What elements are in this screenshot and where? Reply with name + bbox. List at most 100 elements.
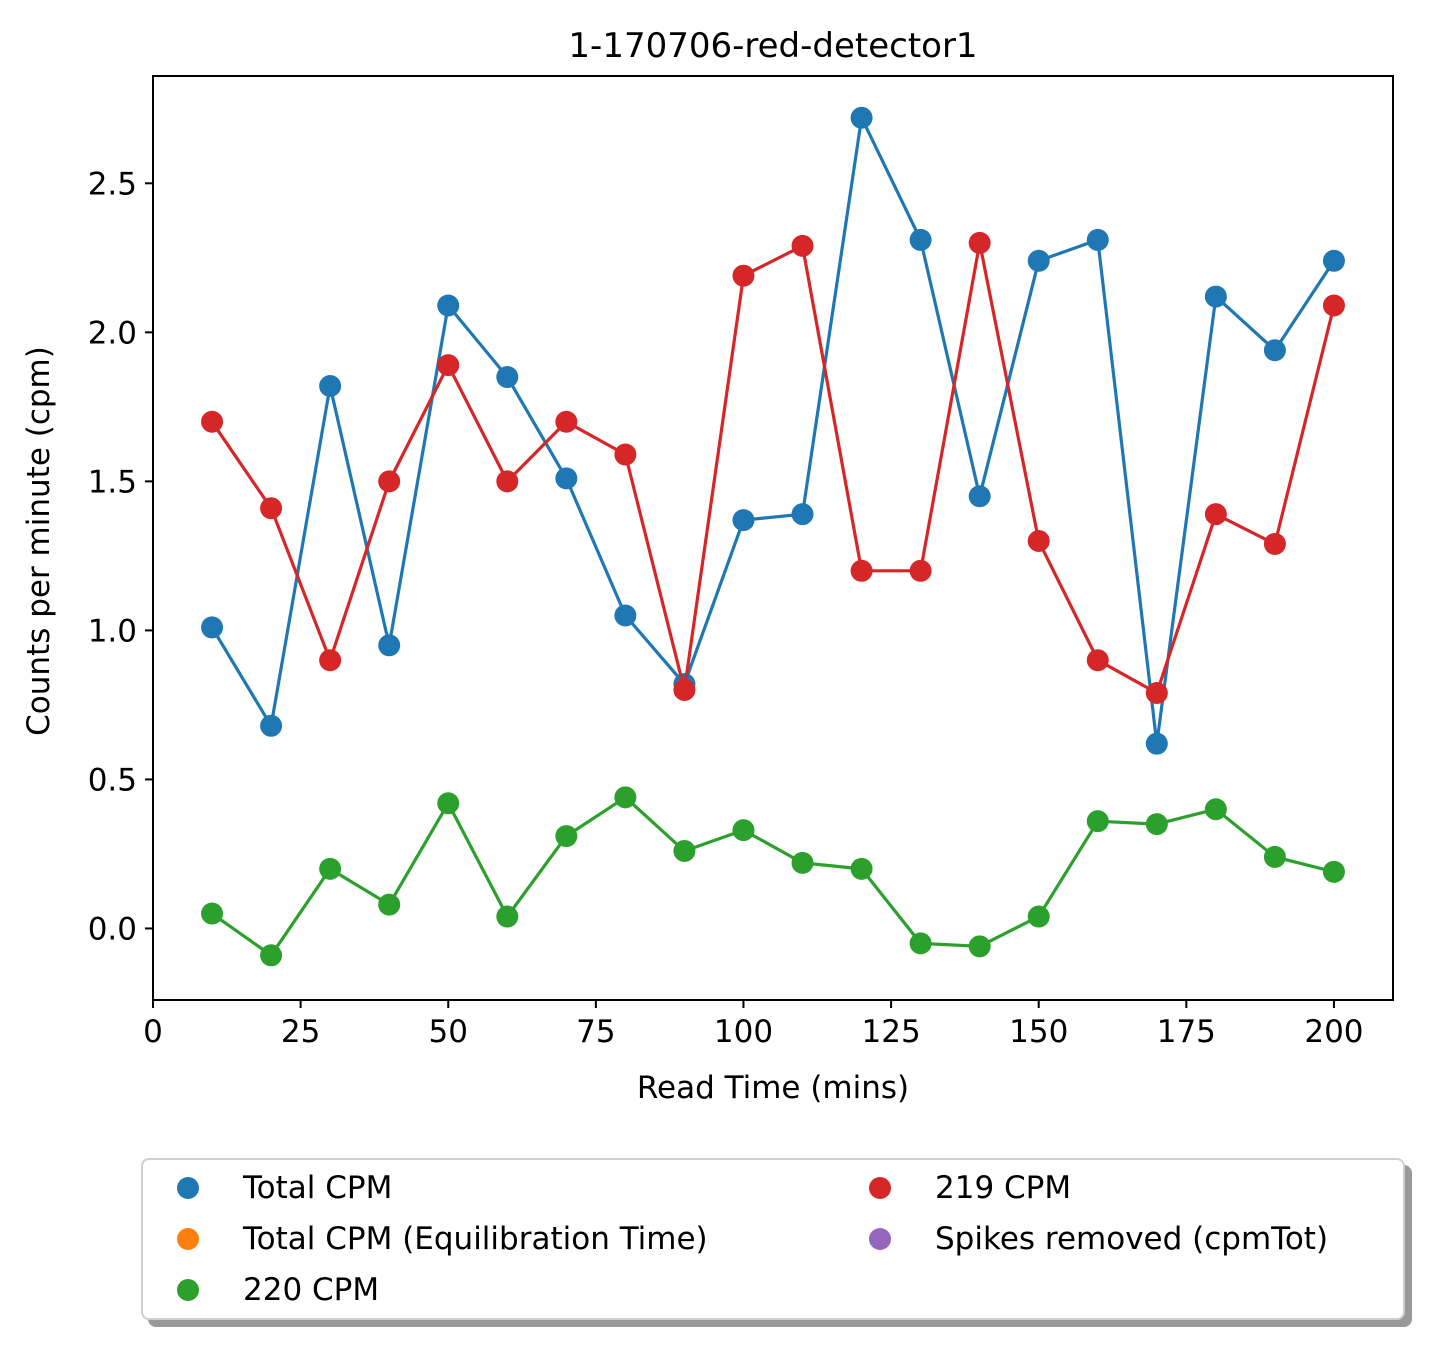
data-point [791, 851, 814, 874]
legend-item-total-cpm: Total CPM [177, 1168, 392, 1208]
data-point [1322, 249, 1345, 272]
plot-frame [152, 75, 1394, 1001]
legend: Total CPM Total CPM (Equilibration Time)… [141, 1158, 1405, 1320]
data-point [378, 470, 401, 493]
data-point [909, 932, 932, 955]
data-point [614, 443, 637, 466]
axes: 0 25 50 75 100 125 150 175 200 0.0 0.5 1.0 1.5 2.0 2.5 [88, 75, 1394, 1050]
x-tick-label: 125 [862, 1014, 921, 1050]
legend-marker [177, 1228, 199, 1250]
data-point [1145, 813, 1168, 836]
series-total-cpm [201, 106, 1345, 755]
legend-label: Total CPM [243, 1170, 393, 1206]
data-point [614, 604, 637, 627]
y-tick-label: 2.5 [88, 166, 137, 202]
data-point [1263, 845, 1286, 868]
x-tick-label: 75 [576, 1014, 615, 1050]
legend-label: Total CPM (Equilibration Time) [243, 1221, 708, 1257]
data-point [1086, 810, 1109, 833]
data-point [968, 231, 991, 254]
data-point [850, 559, 873, 582]
data-point [909, 228, 932, 251]
chart-title: 1-170706-red-detector1 [568, 26, 977, 66]
data-point [791, 503, 814, 526]
plot-area [201, 106, 1345, 967]
legend-marker [869, 1228, 891, 1250]
data-point [378, 893, 401, 916]
data-point [319, 857, 342, 880]
data-point [260, 497, 283, 520]
data-point [319, 649, 342, 672]
x-tick-label: 25 [281, 1014, 320, 1050]
data-point [1204, 503, 1227, 526]
data-point [673, 679, 696, 702]
legend-label: 220 CPM [243, 1272, 380, 1308]
data-point [1322, 294, 1345, 317]
data-point [732, 509, 755, 532]
legend-label: 219 CPM [935, 1170, 1072, 1206]
legend-marker [177, 1177, 199, 1199]
data-point [1027, 905, 1050, 928]
data-point [732, 819, 755, 842]
x-tick-label: 50 [429, 1014, 468, 1050]
data-point [201, 410, 224, 433]
x-tick-label: 100 [714, 1014, 773, 1050]
x-tick-label: 175 [1157, 1014, 1216, 1050]
data-point [201, 616, 224, 639]
series-line [210, 116, 1336, 746]
data-point [1086, 649, 1109, 672]
legend-marker [177, 1279, 199, 1301]
data-point [850, 857, 873, 880]
x-tick-label: 0 [143, 1014, 163, 1050]
data-point [1263, 339, 1286, 362]
x-tick-label: 200 [1304, 1014, 1363, 1050]
data-point [909, 559, 932, 582]
legend-item-220-cpm: 220 CPM [177, 1270, 379, 1310]
data-point [968, 935, 991, 958]
y-tick-label: 1.5 [88, 464, 137, 500]
data-point [496, 366, 519, 389]
y-tick-label: 1.0 [88, 613, 137, 649]
data-point [850, 106, 873, 129]
data-point [437, 354, 460, 377]
data-point [1263, 532, 1286, 555]
data-point [614, 786, 637, 809]
data-point [496, 470, 519, 493]
data-point [1145, 732, 1168, 755]
data-point [1086, 228, 1109, 251]
legend-item-total-cpm-equilibration: Total CPM (Equilibration Time) [177, 1219, 708, 1259]
data-point [1027, 529, 1050, 552]
series-line [210, 241, 1336, 695]
series-219-cpm [201, 231, 1345, 704]
x-tick-label: 150 [1009, 1014, 1068, 1050]
legend-marker [869, 1177, 891, 1199]
data-point [201, 902, 224, 925]
y-axis-label: Counts per minute (cpm) [21, 346, 57, 736]
data-point [496, 905, 519, 928]
series-220-cpm [201, 786, 1345, 967]
chart: 1-170706-red-detector1 0 25 50 75 100 125 150 1… [21, 26, 1394, 1106]
data-point [555, 825, 578, 848]
x-axis-label: Read Time (mins) [637, 1070, 909, 1106]
data-point [260, 714, 283, 737]
legend-item-spikes-removed: Spikes removed (cpmTot) [869, 1219, 1328, 1259]
y-tick-label: 2.0 [88, 315, 137, 351]
data-point [1204, 285, 1227, 308]
data-point [732, 264, 755, 287]
data-point [437, 792, 460, 815]
data-point [555, 467, 578, 490]
y-tick-label: 0.5 [88, 762, 137, 798]
data-point [260, 944, 283, 967]
data-point [437, 294, 460, 317]
legend-label: Spikes removed (cpmTot) [935, 1221, 1329, 1257]
legend-item-219-cpm: 219 CPM [869, 1168, 1071, 1208]
data-point [378, 634, 401, 657]
data-point [555, 410, 578, 433]
data-point [1027, 249, 1050, 272]
data-point [673, 839, 696, 862]
y-tick-label: 0.0 [88, 911, 137, 947]
data-point [791, 234, 814, 257]
data-point [1145, 681, 1168, 704]
data-point [319, 374, 342, 397]
data-point [1204, 798, 1227, 821]
